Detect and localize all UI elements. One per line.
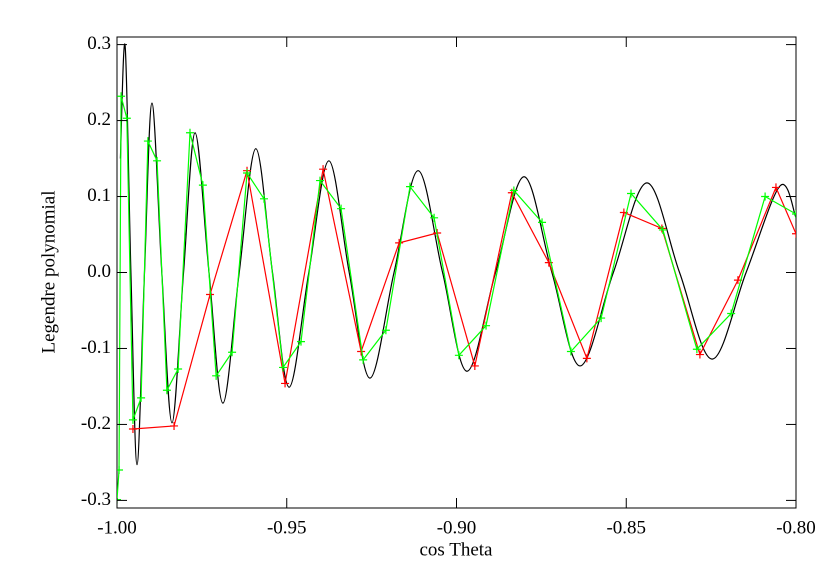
point-marker — [395, 238, 404, 247]
x-tick-label: -0.95 — [267, 517, 307, 538]
point-marker — [454, 351, 463, 360]
point-marker — [128, 424, 137, 433]
series-line — [132, 169, 796, 430]
point-marker — [316, 176, 325, 185]
point-marker — [695, 350, 704, 359]
point-marker — [212, 371, 221, 380]
series-layer — [117, 43, 796, 504]
point-marker — [727, 309, 736, 318]
point-marker — [509, 186, 518, 195]
point-marker — [792, 229, 796, 238]
point-marker — [359, 355, 368, 364]
point-marker — [627, 189, 636, 198]
point-marker — [260, 194, 269, 203]
y-tick-label: -0.1 — [81, 337, 111, 358]
point-marker — [792, 210, 796, 219]
point-marker — [337, 204, 346, 213]
point-marker — [162, 386, 171, 395]
y-tick-label: -0.3 — [81, 489, 111, 510]
point-marker — [692, 345, 701, 354]
point-marker — [297, 337, 306, 346]
point-marker — [228, 348, 237, 357]
point-marker — [174, 364, 183, 373]
point-marker — [279, 363, 288, 372]
point-marker — [470, 361, 479, 370]
plot-frame — [116, 36, 797, 509]
point-marker — [430, 213, 439, 222]
point-marker — [381, 326, 390, 335]
point-marker — [153, 156, 162, 165]
point-marker — [538, 218, 547, 227]
point-marker — [482, 321, 491, 330]
point-marker — [405, 182, 414, 191]
y-tick-label: 0.3 — [87, 33, 111, 54]
y-axis-label: Legendre polynomial — [38, 190, 59, 353]
y-tick-label: 0.2 — [87, 109, 111, 130]
x-tick-label: -0.85 — [606, 517, 646, 538]
point-marker — [117, 92, 126, 101]
point-marker — [143, 137, 152, 146]
x-tick-label: -0.80 — [776, 517, 816, 538]
x-axis-label: cos Theta — [420, 539, 494, 560]
series-line — [117, 96, 796, 500]
point-marker — [566, 347, 575, 356]
point-marker — [771, 183, 780, 192]
point-marker — [582, 354, 591, 363]
point-marker — [117, 466, 124, 475]
point-marker — [243, 168, 252, 177]
point-marker — [122, 114, 131, 123]
point-marker — [597, 314, 606, 323]
point-marker — [137, 393, 146, 402]
y-tick-label: 0.0 — [87, 261, 111, 282]
y-tick-label: -0.2 — [81, 413, 111, 434]
point-marker — [198, 181, 207, 190]
point-marker — [117, 495, 121, 504]
point-marker — [185, 128, 194, 137]
point-marker — [319, 165, 328, 174]
point-marker — [128, 415, 137, 424]
series-line — [119, 43, 796, 466]
point-marker — [281, 379, 290, 388]
x-tick-label: -0.90 — [437, 517, 477, 538]
point-marker — [170, 421, 179, 430]
point-marker — [761, 192, 770, 201]
x-tick-label: -1.00 — [97, 517, 137, 538]
point-marker — [658, 225, 667, 234]
y-tick-label: 0.1 — [87, 185, 111, 206]
